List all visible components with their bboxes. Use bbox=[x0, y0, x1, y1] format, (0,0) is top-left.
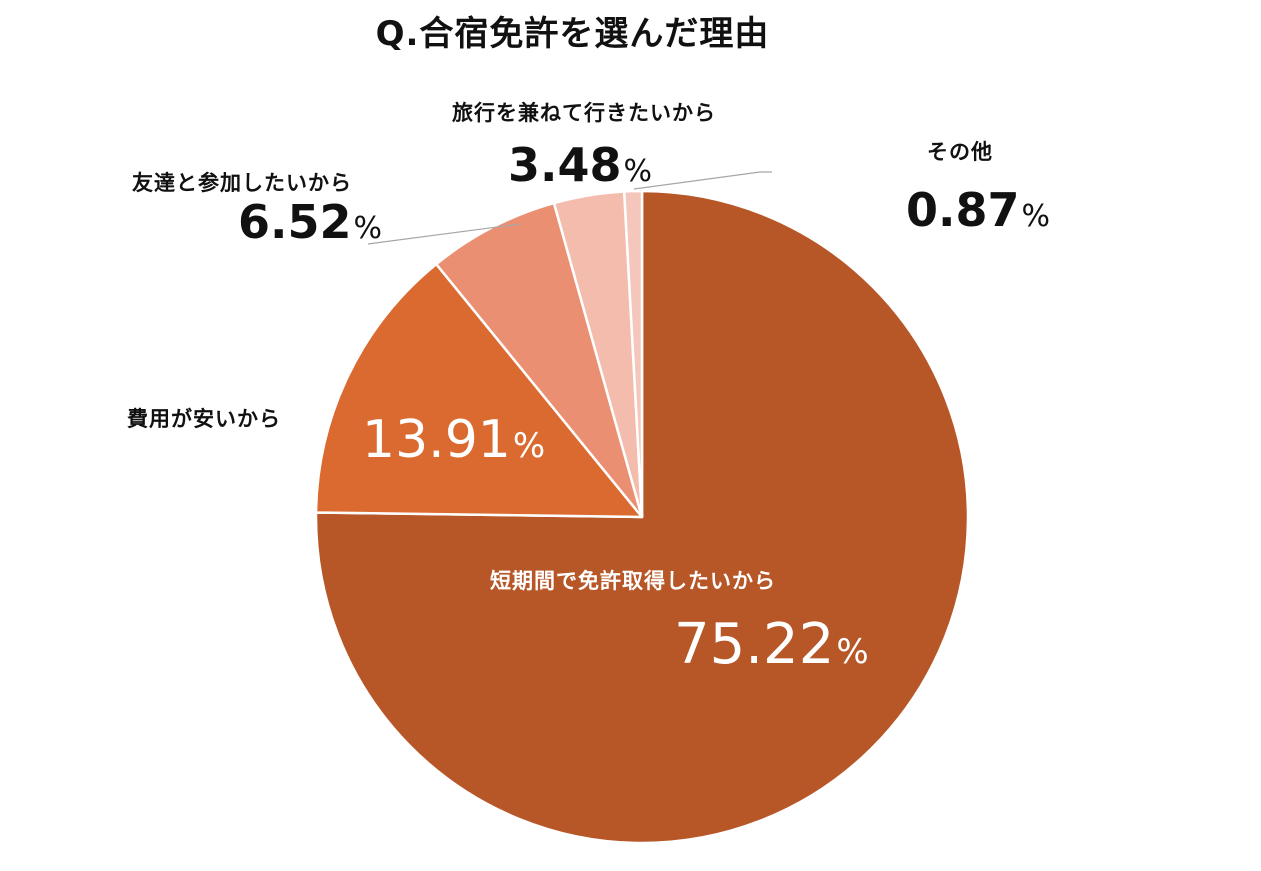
slice-label-other: その他 bbox=[927, 140, 993, 164]
value-text: 75.22 bbox=[674, 612, 835, 677]
slice-value-cost: 13.91% bbox=[362, 410, 545, 470]
value-text: 13.91 bbox=[362, 410, 511, 470]
value-text: 6.52 bbox=[238, 195, 352, 249]
pie-slices bbox=[314, 189, 970, 845]
slice-label-cost: 費用が安いから bbox=[127, 407, 281, 431]
slice-label-friends: 友達と参加したいから bbox=[132, 171, 352, 195]
slice-value-friends: 6.52% bbox=[238, 195, 382, 249]
chart-title: Q.合宿免許を選んだ理由 bbox=[375, 14, 770, 54]
pie-slice-other bbox=[622, 189, 644, 519]
percent-sign: % bbox=[512, 426, 546, 466]
leader-line-friends bbox=[367, 223, 521, 245]
percent-sign: % bbox=[623, 154, 653, 189]
pie-slice-cost bbox=[314, 262, 644, 519]
value-text: 3.48 bbox=[508, 138, 622, 192]
leader-line-other bbox=[633, 171, 772, 190]
percent-sign: % bbox=[836, 632, 869, 672]
slice-value-other: 0.87% bbox=[906, 183, 1050, 237]
slice-value-travel: 3.48% bbox=[508, 138, 652, 192]
slice-value-short-term: 75.22% bbox=[674, 612, 869, 677]
pie-slice-short-term bbox=[314, 189, 970, 845]
value-text: 0.87 bbox=[906, 183, 1020, 237]
slice-label-travel: 旅行を兼ねて行きたいから bbox=[452, 101, 716, 125]
percent-sign: % bbox=[1021, 199, 1051, 234]
slice-label-short-term: 短期間で免許取得したいから bbox=[490, 569, 776, 593]
percent-sign: % bbox=[353, 211, 383, 246]
